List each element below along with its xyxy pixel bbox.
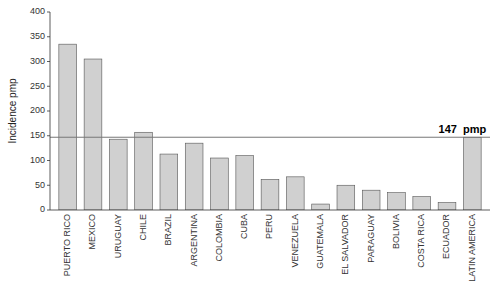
bar xyxy=(261,179,279,210)
bar xyxy=(388,193,406,210)
bar xyxy=(160,154,178,210)
bars xyxy=(50,44,490,210)
y-tick xyxy=(47,111,50,112)
bar xyxy=(109,139,127,210)
x-tick-label: ARGENTINA xyxy=(189,214,199,267)
y-tick xyxy=(47,61,50,62)
y-tick-label: 300 xyxy=(30,56,45,66)
x-tick-label: BOLIVIA xyxy=(391,214,401,249)
bar xyxy=(286,177,304,210)
y-tick xyxy=(47,210,50,211)
bar xyxy=(413,197,431,210)
y-tick xyxy=(47,185,50,186)
bar xyxy=(135,132,153,210)
x-tick-label: URUGUAY xyxy=(113,214,123,258)
y-tick-label: 250 xyxy=(30,81,45,91)
bar xyxy=(312,204,330,210)
x-tick-label: ECUADOR xyxy=(441,214,451,260)
bar xyxy=(185,143,203,210)
reference-line xyxy=(50,137,490,138)
x-tick-label: COSTA RICA xyxy=(416,214,426,268)
y-tick xyxy=(47,135,50,136)
x-tick-label: BRAZIL xyxy=(163,214,173,246)
x-tick-label: PERU xyxy=(264,214,274,239)
bar xyxy=(84,59,102,210)
x-tick-label: EL SALVADOR xyxy=(340,214,350,275)
y-tick-label: 350 xyxy=(30,31,45,41)
y-tick-label: 50 xyxy=(35,180,45,190)
x-tick-label: COLOMBIA xyxy=(214,214,224,262)
bar xyxy=(59,44,77,210)
bar xyxy=(463,137,481,210)
x-tick-label: VENEZUELA xyxy=(290,214,300,268)
bar xyxy=(236,156,254,210)
y-tick-label: 0 xyxy=(40,204,45,214)
y-axis-label: Incidence pmp xyxy=(7,78,18,143)
x-tick-label: LATIN AMERICA xyxy=(467,214,477,282)
y-tick xyxy=(47,86,50,87)
y-tick xyxy=(47,36,50,37)
reference-label: 147 pmp xyxy=(439,123,487,135)
x-tick-label: CUBA xyxy=(239,214,249,239)
y-tick-label: 150 xyxy=(30,130,45,140)
y-tick xyxy=(47,160,50,161)
bar xyxy=(211,158,229,210)
y-tick-label: 100 xyxy=(30,155,45,165)
y-tick xyxy=(47,12,50,13)
chart: 147 pmp 0 50 100 150 200 250 300 350 400 PUERTO RI… xyxy=(0,0,500,292)
x-tick-label: CHILE xyxy=(138,214,148,241)
x-tick-label: GUATEMALA xyxy=(315,214,325,269)
x-tick-label: PUERTO RICO xyxy=(62,214,72,276)
x-tick-label: PARAGUAY xyxy=(366,214,376,263)
y-tick-label: 200 xyxy=(30,105,45,115)
bar xyxy=(362,190,380,210)
bar xyxy=(337,185,355,210)
bar xyxy=(438,203,456,210)
x-tick-label: MEXICO xyxy=(87,214,97,250)
x-axis-line xyxy=(50,210,490,211)
y-tick-label: 400 xyxy=(30,6,45,16)
